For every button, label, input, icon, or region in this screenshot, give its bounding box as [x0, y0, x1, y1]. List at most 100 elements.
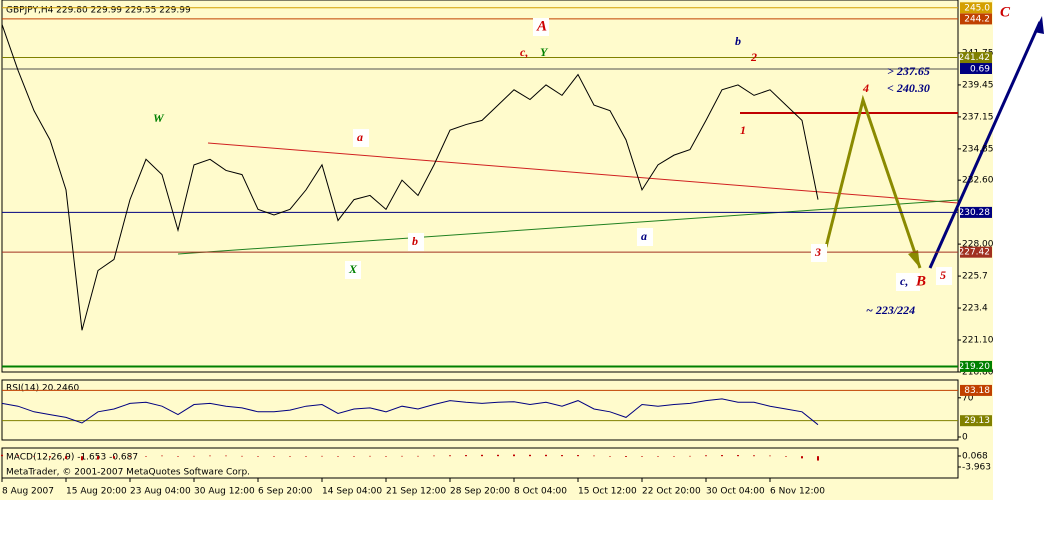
- price-box-label: 83.18: [964, 386, 990, 396]
- x-tick-label: 8 Aug 2007: [2, 487, 54, 497]
- histogram-bar: [625, 456, 627, 457]
- histogram-bar: [801, 456, 803, 459]
- y-tick-label: 70: [962, 393, 974, 403]
- histogram-bar: [193, 455, 195, 457]
- histogram-bar: [225, 455, 227, 457]
- histogram-bar: [49, 456, 51, 458]
- histogram-bar: [497, 454, 499, 457]
- histogram-bar: [769, 455, 771, 457]
- annotation-box: [637, 228, 653, 246]
- chart-bg: [0, 0, 993, 500]
- histogram-bar: [17, 455, 19, 457]
- histogram-bar: [81, 456, 83, 461]
- x-tick-label: 30 Oct 04:00: [706, 487, 765, 497]
- x-tick-label: 28 Sep 20:00: [450, 487, 510, 497]
- x-tick-label: 6 Sep 20:00: [258, 487, 313, 497]
- histogram-bar: [465, 455, 467, 457]
- x-tick-label: 30 Aug 12:00: [194, 487, 255, 497]
- main-pane: [1, 0, 959, 373]
- price-line: [1, 24, 819, 331]
- annotation-box: [896, 273, 920, 291]
- price-box: [960, 2, 992, 14]
- projection-arrow: [928, 21, 1042, 269]
- trend-line: [177, 199, 959, 255]
- trend-line: [207, 142, 959, 204]
- price-box-label: 244.2: [964, 14, 990, 24]
- histogram-bar: [529, 454, 531, 457]
- histogram-bar: [65, 456, 67, 459]
- y-tick-label: 221.10: [962, 336, 994, 346]
- wave-label: ~ 223/224: [866, 303, 915, 317]
- x-tick-label: 15 Oct 12:00: [578, 487, 637, 497]
- wave-label: b: [412, 234, 418, 248]
- histogram-bar: [785, 456, 787, 457]
- y-tick-label: 0: [962, 433, 968, 443]
- y-tick-label: 0.068: [962, 451, 988, 461]
- wave-label: 1: [740, 123, 746, 137]
- y-tick-label: 234.85: [962, 144, 994, 154]
- price-box-label: 227.42: [959, 248, 991, 258]
- price-box: [960, 13, 992, 25]
- price-line: [1, 398, 819, 426]
- histogram-bar: [721, 455, 723, 457]
- histogram-bar: [561, 455, 563, 457]
- histogram-bar: [177, 456, 179, 457]
- y-tick-label: 225.7: [962, 272, 988, 282]
- price-box-label: 219.20: [959, 362, 991, 372]
- price-box: [960, 246, 992, 258]
- histogram-bar: [369, 455, 371, 457]
- annotation-box: [936, 267, 952, 285]
- histogram-bar: [609, 456, 611, 457]
- histogram-bar: [593, 455, 595, 457]
- histogram-bar: [417, 455, 419, 457]
- histogram-bar: [113, 456, 115, 459]
- y-tick-label: 239.45: [962, 80, 994, 90]
- x-tick-label: 8 Oct 04:00: [514, 487, 567, 497]
- histogram-bar: [241, 455, 243, 457]
- price-box-text: 0.69: [970, 65, 990, 75]
- wave-label: A: [536, 18, 547, 34]
- y-tick-label: 218.80: [962, 368, 994, 378]
- x-tick-label: 15 Aug 20:00: [66, 487, 127, 497]
- wave-label: 2: [750, 50, 757, 64]
- annotation-box: [533, 18, 549, 36]
- histogram-bar: [689, 455, 691, 457]
- histogram-bar: [737, 455, 739, 457]
- price-box-label: 241.42: [959, 53, 991, 63]
- histogram-bar: [433, 455, 435, 457]
- x-tick-label: 23 Aug 04:00: [130, 487, 191, 497]
- histogram-bar: [657, 456, 659, 457]
- histogram-bar: [257, 456, 259, 457]
- price-box: [960, 384, 992, 396]
- price-box-label: 29.13: [964, 416, 990, 426]
- y-tick-label: 223.4: [962, 304, 988, 314]
- footer: MetaTrader, © 2001-2007 MetaQuotes Softw…: [6, 468, 250, 478]
- price-box-label: 245.0: [964, 3, 990, 13]
- annotation-box: [408, 233, 424, 251]
- wave-label: X: [348, 262, 358, 276]
- histogram-bar: [337, 456, 339, 457]
- chart-title: GBPJPY,H4 229.80 229.99 229.55 229.99: [6, 6, 191, 16]
- wave-label: Y: [540, 45, 549, 59]
- histogram-bar: [577, 455, 579, 457]
- histogram-bar: [353, 456, 355, 457]
- histogram-bar: [1, 454, 3, 457]
- wave-label: W: [153, 111, 165, 125]
- macd-pane: [1, 447, 959, 479]
- y-tick-label: 232.60: [962, 176, 994, 186]
- annotation-box: [811, 244, 827, 262]
- x-tick-label: 21 Sep 12:00: [386, 487, 446, 497]
- price-box: [960, 360, 992, 372]
- rsi-pane: [1, 379, 959, 441]
- histogram-bar: [97, 456, 99, 460]
- histogram-bar: [401, 455, 403, 457]
- x-tick-label: 6 Nov 12:00: [770, 487, 825, 497]
- wave-label: C: [1000, 4, 1011, 20]
- histogram-bar: [641, 456, 643, 457]
- wave-label: 3: [814, 245, 821, 259]
- histogram-bar: [129, 456, 131, 457]
- macd-title: MACD(12,26,9) -1.653 -0.687: [6, 453, 138, 463]
- price-box: [960, 63, 992, 74]
- histogram-bar: [161, 455, 163, 457]
- wave-label: c,: [520, 45, 528, 59]
